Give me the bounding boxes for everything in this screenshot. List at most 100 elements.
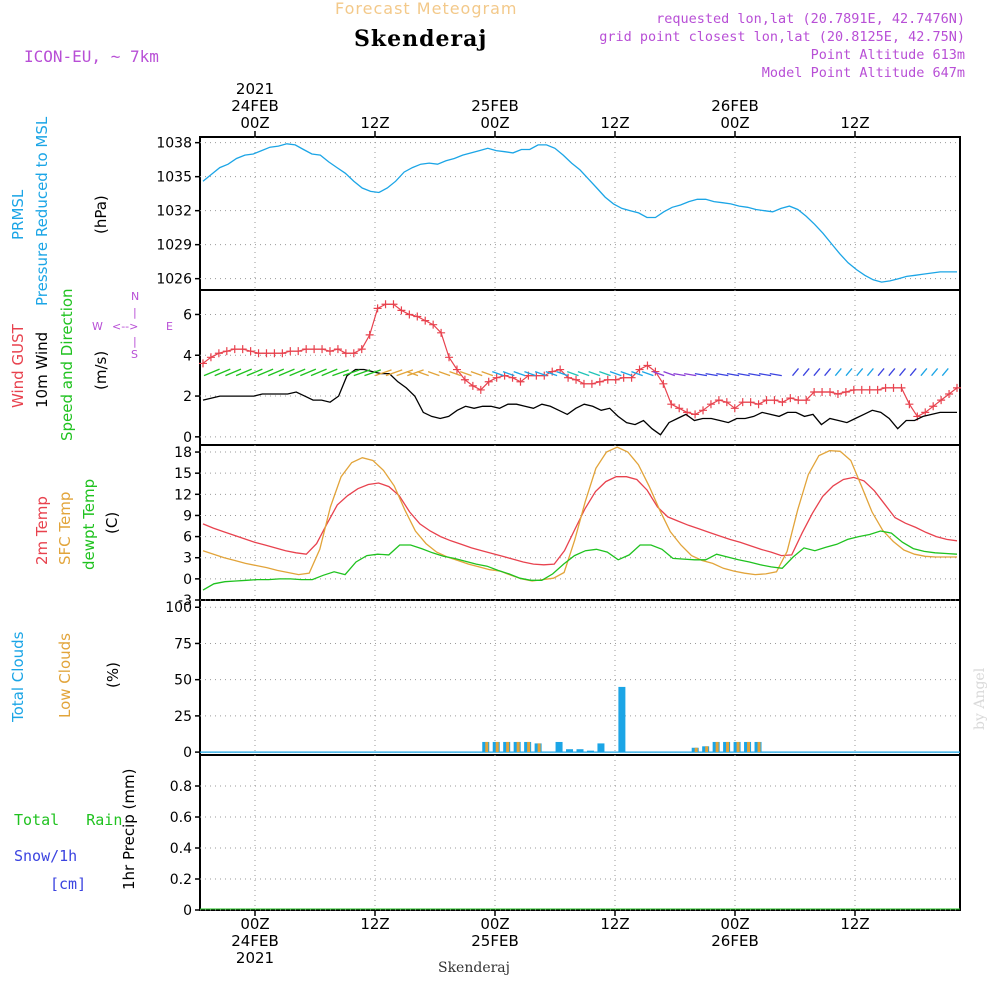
gust-marker [286, 347, 295, 356]
gust-marker [953, 383, 961, 392]
sfc-temp-line [202, 446, 957, 582]
wind-direction-barb [470, 370, 483, 377]
gust-marker [786, 394, 795, 403]
wind-direction-barb [813, 368, 821, 377]
total-clouds-bar [555, 741, 563, 753]
y-tick-label: 1035 [156, 170, 192, 186]
y-tick-label: 0.2 [170, 872, 192, 888]
y-tick-label: 6 [183, 530, 192, 546]
low-clouds-bar [694, 747, 698, 753]
wind-direction-barb [792, 368, 799, 377]
wind-direction-barb [417, 370, 429, 377]
time-label-bottom: 24FEB [231, 932, 278, 950]
wind-direction-barb [385, 369, 403, 377]
time-label-top: 12Z [840, 114, 869, 132]
wind-unit: (m/s) [92, 351, 110, 390]
gust-marker [826, 387, 835, 396]
gust-marker [770, 396, 779, 405]
y-tick-label: 75 [174, 636, 192, 652]
wind-direction-barb [684, 373, 697, 377]
total-clouds-bar [576, 749, 584, 753]
wind-label-gust: Wind GUST [9, 323, 27, 408]
gust-marker [587, 379, 596, 388]
info-line-point-altitude: Point Altitude 613m [811, 47, 965, 63]
temp-unit: (C) [103, 512, 121, 534]
gust-marker [452, 365, 461, 374]
gust-marker [318, 345, 327, 354]
gust-marker [413, 312, 422, 321]
time-label-top: 00Z [480, 114, 509, 132]
gust-marker [706, 400, 715, 409]
wind-direction-barb [631, 370, 643, 377]
gust-marker [722, 398, 731, 407]
gust-marker [214, 349, 223, 358]
wind-direction-barb [524, 370, 536, 377]
gust-marker [373, 304, 382, 313]
wind-direction-barb [449, 370, 462, 377]
gust-marker [841, 387, 850, 396]
gust-marker [833, 390, 842, 399]
wind-direction-barb [737, 373, 750, 377]
gust-marker [691, 410, 700, 419]
wind-direction-barb [694, 373, 708, 377]
gust-marker [460, 375, 469, 384]
y-tick-label: 12 [174, 487, 192, 503]
y-tick-label: 50 [174, 673, 192, 689]
wind-direction-barb [652, 370, 665, 377]
gust-marker [492, 373, 501, 382]
gust-marker [945, 390, 954, 399]
gust-marker [794, 396, 803, 405]
low-clouds-bar [715, 741, 719, 753]
wind-direction-barb [769, 373, 782, 377]
gust-marker [437, 328, 446, 337]
dewpt-line [202, 530, 958, 591]
gust-marker [738, 398, 747, 407]
y-tick-label: 3 [183, 551, 192, 567]
gust-marker [476, 385, 485, 394]
gust-marker [603, 375, 612, 384]
y-tick-label: 100 [165, 600, 192, 616]
gust-marker [619, 373, 628, 382]
gust-marker [818, 387, 827, 396]
wind-direction-barb [673, 373, 686, 377]
wind10m-line [202, 368, 957, 436]
gust-marker [611, 375, 620, 384]
time-label-top: 00Z [240, 114, 269, 132]
gust-marker [270, 349, 279, 358]
low-clouds-bar [757, 741, 761, 753]
y-tick-label: 0 [183, 430, 192, 446]
watermark: by Angel [972, 667, 988, 730]
low-clouds-bar [527, 741, 531, 753]
gust-marker [365, 330, 374, 339]
wind-direction-barb [920, 368, 928, 377]
gust-marker [865, 385, 874, 394]
svg-text:<-->: <--> [112, 320, 138, 333]
gust-marker [730, 404, 739, 413]
wind-direction-barb [588, 370, 601, 377]
gust-marker [556, 365, 565, 374]
time-label-bottom: 12Z [600, 915, 629, 933]
time-label-bottom: 00Z [720, 915, 749, 933]
wind-direction-barb [641, 370, 654, 377]
total-clouds-bar [618, 686, 626, 753]
temp-label-2m: 2m Temp [33, 496, 51, 565]
wind-direction-barb [513, 370, 526, 377]
low-clouds-bar [705, 746, 709, 753]
clouds-label-total: Total Clouds [9, 631, 27, 723]
compass-s: S [131, 348, 138, 361]
time-label-bottom: 00Z [480, 915, 509, 933]
y-tick-label: 6 [183, 307, 192, 323]
wind-direction-barb [203, 368, 220, 377]
wind-direction-barb [599, 370, 611, 377]
y-tick-label: 0.4 [170, 841, 192, 857]
total-clouds-bar [597, 743, 605, 753]
y-tick-label: 1032 [156, 204, 192, 220]
gust-marker [445, 353, 454, 362]
time-label-bottom: 12Z [840, 915, 869, 933]
info-line-requested: requested lon,lat (20.7891E, 42.7476N) [656, 11, 965, 27]
y-tick-label: 0.8 [170, 779, 192, 795]
gust-marker [333, 345, 342, 354]
svg-text:|: | [133, 335, 137, 348]
wind-direction-barb [866, 368, 874, 377]
gust-marker [873, 385, 882, 394]
